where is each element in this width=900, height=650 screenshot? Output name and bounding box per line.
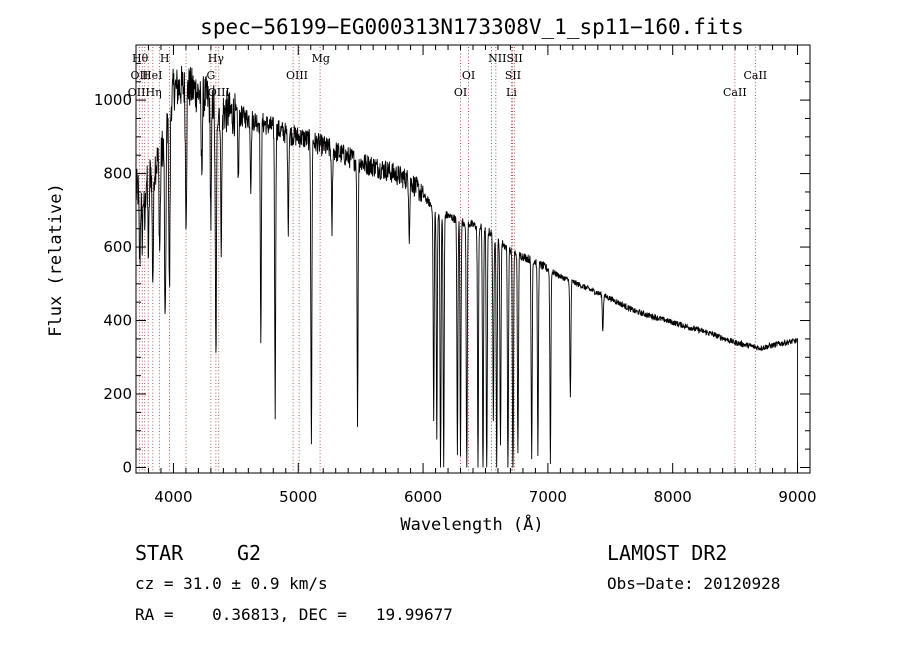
line-marker-label: NIISII — [488, 52, 523, 65]
y-tick-label: 0 — [122, 458, 132, 476]
y-tick-label: 200 — [103, 385, 132, 403]
line-marker-label: Hγ — [208, 52, 225, 65]
y-tick-label: 1000 — [94, 91, 132, 109]
x-axis-label: Wavelength (Å) — [400, 513, 543, 535]
x-tick-labels: 4000 5000 6000 7000 8000 9000 — [154, 488, 816, 506]
x-tick-label: 7000 — [529, 488, 567, 506]
chart-title: spec−56199−EG000313N173308V_1_sp11−160.f… — [200, 15, 744, 39]
coordinates: RA = 0.36813, DEC = 19.99677 — [135, 605, 453, 624]
line-marker-label: OII — [131, 69, 149, 82]
line-marker-label: Mg — [312, 52, 330, 65]
observation-date: Obs−Date: 20120928 — [607, 574, 781, 593]
object-subclass: G2 — [237, 541, 262, 565]
line-marker-label: OI — [462, 69, 475, 82]
line-marker-label: SII — [505, 69, 521, 82]
line-marker-label: G — [206, 69, 215, 82]
redshift-velocity: cz = 31.0 ± 0.9 km/s — [135, 574, 328, 593]
line-marker-label: OIII — [286, 69, 308, 82]
x-tick-label: 9000 — [778, 488, 816, 506]
y-tick-labels: 0 200 400 600 800 1000 — [94, 91, 132, 476]
line-marker-label: HeI — [142, 69, 162, 82]
x-tick-label: 6000 — [404, 488, 442, 506]
spectrum-series — [135, 65, 798, 468]
line-marker-label: Li — [506, 86, 517, 99]
y-tick-label: 800 — [103, 165, 132, 183]
line-marker-label: OI — [454, 86, 467, 99]
x-tick-label: 5000 — [279, 488, 317, 506]
axis-ticks — [135, 45, 811, 473]
line-marker-label: CaII — [723, 86, 747, 99]
line-marker-label: OIIHη — [128, 86, 162, 99]
y-axis-label: Flux (relative) — [46, 183, 66, 337]
x-tick-label: 4000 — [154, 488, 192, 506]
object-class: STAR — [135, 541, 184, 565]
spectrum-line — [135, 65, 798, 468]
line-marker-label: H — [160, 52, 170, 65]
line-marker-label: CaII — [743, 69, 767, 82]
x-tick-label: 8000 — [654, 488, 692, 506]
y-tick-label: 400 — [103, 312, 132, 330]
survey-name: LAMOST DR2 — [607, 541, 728, 565]
y-tick-label: 600 — [103, 238, 132, 256]
